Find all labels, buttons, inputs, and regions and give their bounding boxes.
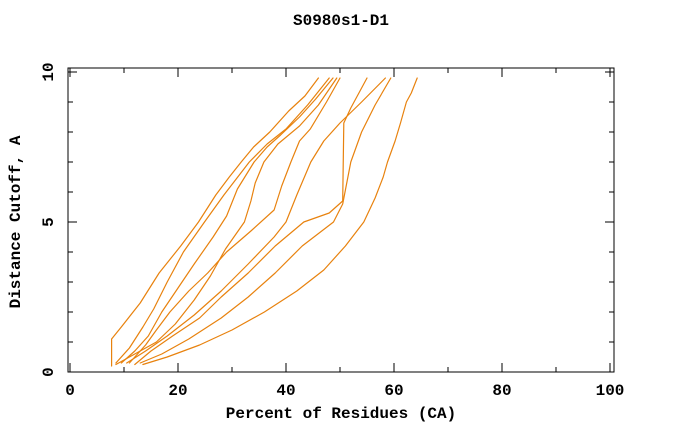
y-tick-label: 5 [40, 217, 58, 227]
y-tick-label: 10 [40, 62, 58, 81]
x-tick-label: 100 [596, 382, 625, 400]
chart-title: S0980s1-D1 [293, 12, 389, 30]
model-curve [134, 77, 368, 366]
model-curve [115, 77, 330, 364]
tick-marks [68, 68, 614, 373]
model-curve [128, 77, 341, 364]
x-tick-label: 40 [276, 382, 295, 400]
model-curve [120, 77, 334, 364]
x-tick-label: 80 [492, 382, 511, 400]
model-curve [142, 77, 418, 366]
x-axis-label: Percent of Residues (CA) [226, 405, 456, 423]
x-tick-label: 20 [168, 382, 187, 400]
model-curves [110, 77, 418, 367]
x-tick-label: 0 [65, 382, 75, 400]
model-curve [115, 77, 338, 366]
model-curve [139, 77, 392, 364]
x-tick-label: 60 [384, 382, 403, 400]
model-curve [110, 77, 319, 367]
tick-labels: 0 20 40 60 80 100 0 5 10 [40, 62, 624, 400]
plot-frame [67, 67, 615, 373]
y-tick-label: 0 [40, 367, 58, 377]
y-axis-label: Distance Cutoff, A [7, 135, 25, 308]
model-curve [126, 77, 386, 364]
